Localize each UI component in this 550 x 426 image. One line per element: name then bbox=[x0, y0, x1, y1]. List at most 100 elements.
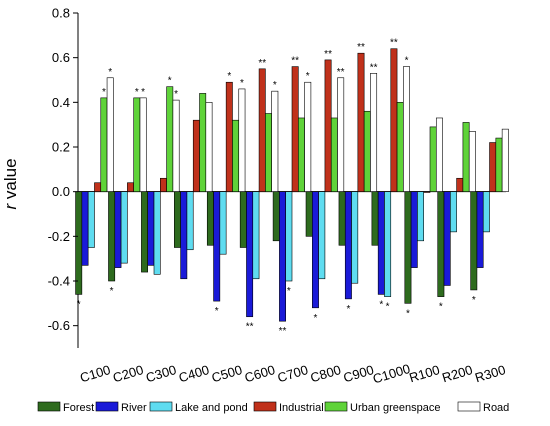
bar bbox=[344, 191, 352, 300]
bar bbox=[238, 88, 246, 192]
x-category-label: C300 bbox=[144, 362, 178, 385]
bar bbox=[468, 131, 476, 192]
bar bbox=[470, 191, 478, 291]
legend-swatch bbox=[95, 401, 119, 412]
bar bbox=[410, 191, 418, 268]
bar bbox=[450, 191, 457, 233]
bar bbox=[285, 191, 293, 282]
bar bbox=[417, 191, 424, 242]
y-axis-label-rest: value bbox=[1, 158, 20, 203]
x-category-label: R200 bbox=[440, 362, 474, 385]
significance-mark: * bbox=[346, 304, 350, 315]
significance-mark: * bbox=[110, 286, 114, 297]
significance-mark: * bbox=[406, 308, 410, 319]
bar bbox=[199, 93, 207, 192]
bar bbox=[324, 59, 332, 192]
significance-mark: * bbox=[472, 295, 476, 306]
significance-mark: * bbox=[174, 89, 178, 100]
bar bbox=[338, 191, 346, 246]
significance-mark: ** bbox=[246, 322, 254, 333]
legend-swatch bbox=[253, 401, 277, 412]
bar bbox=[337, 77, 345, 192]
x-category-label: C500 bbox=[210, 362, 244, 385]
significance-mark: ** bbox=[324, 49, 332, 60]
significance-mark: * bbox=[386, 302, 390, 313]
significance-mark: * bbox=[77, 299, 81, 310]
y-tick-label: 0.0 bbox=[52, 184, 70, 199]
bar bbox=[186, 191, 194, 251]
y-axis-label: r value bbox=[1, 158, 20, 209]
bar bbox=[456, 177, 464, 192]
bar bbox=[206, 191, 214, 246]
legend-label: Forest bbox=[63, 402, 94, 414]
y-tick-label: 0.4 bbox=[52, 95, 70, 110]
bar bbox=[147, 191, 155, 266]
bar bbox=[501, 128, 509, 192]
bar bbox=[180, 191, 188, 280]
bar bbox=[94, 182, 102, 192]
significance-mark: * bbox=[141, 87, 145, 98]
bar bbox=[213, 191, 221, 302]
legend-swatch bbox=[149, 401, 173, 412]
significance-mark: ** bbox=[291, 56, 299, 67]
bar bbox=[371, 191, 379, 246]
significance-mark: * bbox=[314, 313, 318, 324]
significance-mark: * bbox=[439, 302, 443, 313]
y-tick-label: 0.2 bbox=[52, 140, 70, 155]
y-axis-label-italic: r bbox=[1, 203, 20, 210]
significance-mark: * bbox=[227, 71, 231, 82]
x-category-label: C100 bbox=[78, 362, 112, 385]
significance-mark: ** bbox=[370, 62, 378, 73]
bar bbox=[351, 191, 359, 284]
bar bbox=[81, 191, 89, 266]
y-tick-label: 0.8 bbox=[52, 6, 70, 21]
x-category-label: C1000 bbox=[371, 361, 412, 387]
bar bbox=[377, 191, 385, 295]
y-tick-label: 0.6 bbox=[52, 50, 70, 65]
bar bbox=[272, 191, 280, 242]
y-axis-ticks: 0.8 0.6 0.4 0.2 0.0 -0.2 -0.4 -0.6 bbox=[48, 6, 78, 333]
bar bbox=[462, 122, 470, 192]
bar bbox=[100, 97, 108, 192]
x-category-label: C200 bbox=[111, 362, 145, 385]
bar bbox=[304, 81, 312, 192]
bar bbox=[108, 191, 116, 282]
bar bbox=[489, 142, 497, 192]
x-category-label: C400 bbox=[177, 362, 211, 385]
bar bbox=[291, 66, 299, 192]
bar bbox=[225, 81, 233, 192]
bar bbox=[443, 191, 451, 286]
significance-mark: ** bbox=[390, 38, 398, 49]
legend-label: Road bbox=[483, 402, 509, 414]
significance-mark: * bbox=[273, 80, 277, 91]
bar bbox=[166, 86, 174, 192]
bar bbox=[192, 119, 200, 192]
bar bbox=[330, 117, 338, 192]
bar bbox=[160, 177, 167, 192]
bar bbox=[363, 110, 371, 192]
significance-mark: * bbox=[168, 76, 172, 87]
legend-label: Industrial bbox=[279, 402, 324, 414]
bar bbox=[153, 191, 161, 275]
bar bbox=[357, 52, 365, 192]
bar bbox=[482, 191, 490, 233]
bar bbox=[139, 97, 147, 192]
bar bbox=[429, 126, 437, 192]
bar bbox=[370, 73, 378, 192]
bar bbox=[75, 191, 83, 295]
bar bbox=[106, 77, 114, 192]
bar bbox=[141, 191, 149, 273]
significance-mark: ** bbox=[279, 326, 287, 337]
significance-mark: * bbox=[287, 286, 291, 297]
bar bbox=[390, 48, 398, 192]
bar bbox=[403, 66, 410, 192]
x-category-label: R100 bbox=[407, 362, 441, 385]
significance-mark: * bbox=[379, 299, 383, 310]
bar bbox=[246, 191, 254, 318]
bar bbox=[114, 191, 122, 268]
bar bbox=[404, 191, 412, 304]
bar bbox=[174, 191, 181, 248]
bar bbox=[219, 191, 227, 255]
bar bbox=[305, 191, 313, 237]
y-tick-label: -0.6 bbox=[48, 318, 70, 333]
